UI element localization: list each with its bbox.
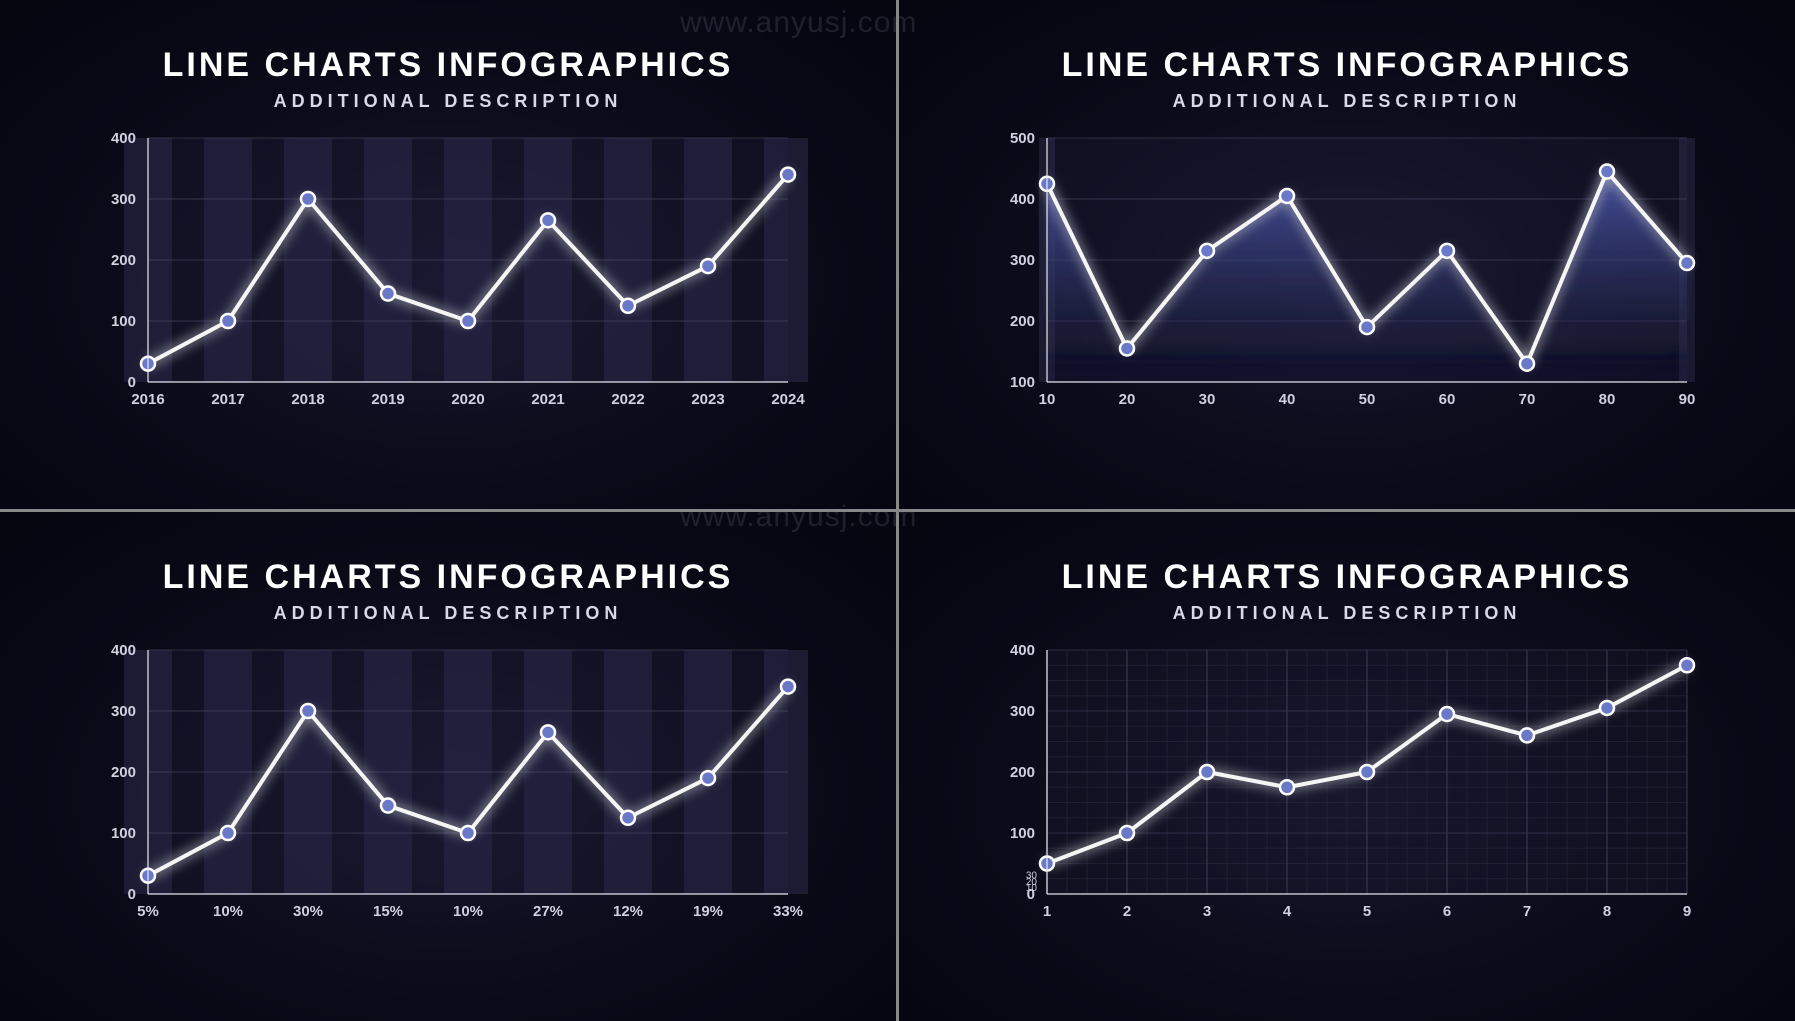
svg-text:2023: 2023 (691, 391, 724, 408)
chart-2: 0 100 200 300 400 5% 10% 30% 15% 10% 27% 12% 19% 33% (88, 640, 808, 930)
panel-subtitle: ADDITIONAL DESCRIPTION (274, 91, 623, 112)
svg-text:15%: 15% (373, 903, 403, 920)
svg-text:2022: 2022 (611, 391, 644, 408)
chart-grid: LINE CHARTS INFOGRAPHICS ADDITIONAL DESC… (0, 0, 1795, 1021)
svg-text:100: 100 (1010, 825, 1035, 842)
panel-1: LINE CHARTS INFOGRAPHICS ADDITIONAL DESC… (899, 0, 1795, 509)
svg-text:500: 500 (1010, 130, 1035, 147)
panel-3: LINE CHARTS INFOGRAPHICS ADDITIONAL DESC… (899, 512, 1795, 1021)
chart-0: 0 100 200 300 400 2016 2017 2018 2019 2020 2021 202… (88, 128, 808, 418)
svg-text:2016: 2016 (131, 391, 164, 408)
svg-text:27%: 27% (533, 903, 563, 920)
svg-text:70: 70 (1519, 391, 1536, 408)
svg-text:6: 6 (1443, 903, 1451, 920)
svg-text:5%: 5% (137, 903, 159, 920)
svg-text:50: 50 (1359, 391, 1376, 408)
panel-2: LINE CHARTS INFOGRAPHICS ADDITIONAL DESC… (0, 512, 896, 1021)
svg-text:2020: 2020 (451, 391, 484, 408)
svg-text:200: 200 (111, 252, 136, 269)
svg-text:2018: 2018 (291, 391, 324, 408)
svg-text:7: 7 (1523, 903, 1531, 920)
svg-text:12%: 12% (613, 903, 643, 920)
svg-text:300: 300 (1010, 252, 1035, 269)
svg-text:100: 100 (1010, 374, 1035, 391)
svg-text:200: 200 (1010, 313, 1035, 330)
svg-text:100: 100 (111, 313, 136, 330)
svg-text:400: 400 (111, 642, 136, 659)
svg-text:33%: 33% (773, 903, 803, 920)
chart-3: 0100200300400102030123456789 (987, 640, 1707, 930)
svg-text:2021: 2021 (531, 391, 564, 408)
svg-text:10%: 10% (453, 903, 483, 920)
svg-text:30: 30 (1026, 871, 1038, 882)
svg-text:30%: 30% (293, 903, 323, 920)
chart-1: 100 200 300 400 500 10 20 30 40 50 60 70 80 90 (987, 128, 1707, 418)
svg-text:90: 90 (1679, 391, 1696, 408)
svg-text:200: 200 (1010, 764, 1035, 781)
svg-text:3: 3 (1203, 903, 1211, 920)
svg-text:300: 300 (111, 191, 136, 208)
svg-text:5: 5 (1363, 903, 1371, 920)
svg-text:400: 400 (111, 130, 136, 147)
svg-text:10: 10 (1039, 391, 1056, 408)
svg-text:1: 1 (1043, 903, 1051, 920)
panel-subtitle: ADDITIONAL DESCRIPTION (274, 603, 623, 624)
svg-text:2: 2 (1123, 903, 1131, 920)
svg-text:2017: 2017 (211, 391, 244, 408)
svg-text:0: 0 (128, 886, 136, 903)
svg-text:300: 300 (1010, 703, 1035, 720)
svg-text:10%: 10% (213, 903, 243, 920)
svg-text:300: 300 (111, 703, 136, 720)
svg-text:40: 40 (1279, 391, 1296, 408)
svg-text:9: 9 (1683, 903, 1691, 920)
svg-text:400: 400 (1010, 191, 1035, 208)
svg-text:400: 400 (1010, 642, 1035, 659)
svg-text:8: 8 (1603, 903, 1611, 920)
svg-text:2024: 2024 (771, 391, 805, 408)
panel-title: LINE CHARTS INFOGRAPHICS (1062, 558, 1633, 597)
svg-text:19%: 19% (693, 903, 723, 920)
svg-text:4: 4 (1283, 903, 1292, 920)
svg-text:60: 60 (1439, 391, 1456, 408)
panel-subtitle: ADDITIONAL DESCRIPTION (1173, 91, 1522, 112)
svg-text:30: 30 (1199, 391, 1216, 408)
svg-text:2019: 2019 (371, 391, 404, 408)
panel-title: LINE CHARTS INFOGRAPHICS (163, 46, 734, 85)
panel-title: LINE CHARTS INFOGRAPHICS (163, 558, 734, 597)
panel-subtitle: ADDITIONAL DESCRIPTION (1173, 603, 1522, 624)
svg-text:200: 200 (111, 764, 136, 781)
panel-0: LINE CHARTS INFOGRAPHICS ADDITIONAL DESC… (0, 0, 896, 509)
svg-text:20: 20 (1119, 391, 1136, 408)
svg-text:100: 100 (111, 825, 136, 842)
svg-text:80: 80 (1599, 391, 1616, 408)
svg-text:0: 0 (128, 374, 136, 391)
panel-title: LINE CHARTS INFOGRAPHICS (1062, 46, 1633, 85)
